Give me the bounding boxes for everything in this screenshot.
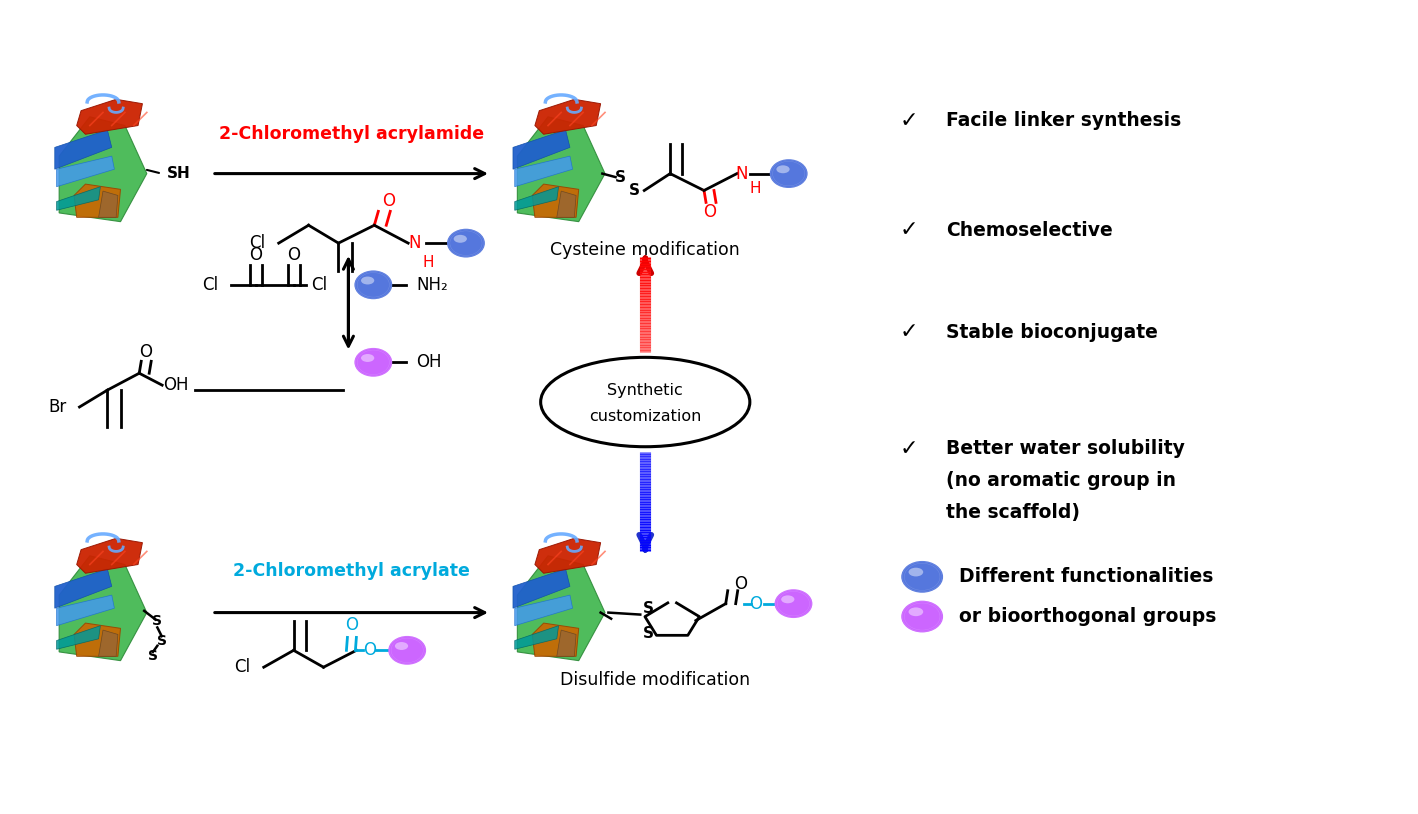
Polygon shape: [99, 630, 118, 656]
Text: Cysteine modification: Cysteine modification: [550, 241, 740, 259]
Text: 2-Chloromethyl acrylamide: 2-Chloromethyl acrylamide: [218, 125, 484, 143]
Text: the scaffold): the scaffold): [946, 503, 1081, 522]
Text: S: S: [642, 601, 654, 615]
Polygon shape: [77, 99, 142, 134]
Ellipse shape: [777, 165, 790, 173]
Polygon shape: [74, 184, 121, 217]
Polygon shape: [518, 556, 605, 661]
Polygon shape: [55, 130, 112, 169]
Text: or bioorthogonal groups: or bioorthogonal groups: [959, 607, 1217, 626]
Text: Cl: Cl: [312, 276, 328, 294]
Text: S: S: [642, 625, 654, 641]
Text: H: H: [749, 181, 760, 196]
Polygon shape: [515, 626, 559, 650]
Text: Br: Br: [48, 398, 67, 416]
Ellipse shape: [447, 229, 485, 257]
Text: O: O: [286, 246, 301, 264]
Ellipse shape: [909, 567, 923, 576]
Ellipse shape: [770, 160, 808, 188]
Polygon shape: [513, 569, 570, 608]
Text: (no aromatic group in: (no aromatic group in: [946, 471, 1176, 490]
Polygon shape: [57, 595, 115, 626]
Text: S: S: [152, 615, 162, 628]
Polygon shape: [518, 116, 605, 221]
Text: customization: customization: [588, 409, 702, 424]
Ellipse shape: [540, 357, 750, 447]
Ellipse shape: [362, 277, 374, 284]
Text: Stable bioconjugate: Stable bioconjugate: [946, 323, 1159, 342]
Text: N: N: [408, 234, 420, 252]
Text: Facile linker synthesis: Facile linker synthesis: [946, 112, 1181, 130]
Text: O: O: [139, 344, 152, 361]
Polygon shape: [532, 623, 579, 656]
Ellipse shape: [362, 354, 374, 362]
Text: N: N: [736, 164, 749, 182]
Polygon shape: [535, 99, 601, 134]
Ellipse shape: [354, 270, 393, 300]
Ellipse shape: [389, 636, 427, 665]
Polygon shape: [60, 556, 147, 661]
Text: S: S: [614, 169, 625, 185]
Polygon shape: [557, 630, 576, 656]
Polygon shape: [57, 626, 101, 650]
Ellipse shape: [902, 561, 943, 593]
Text: O: O: [381, 192, 394, 210]
Text: Cl: Cl: [234, 659, 250, 676]
Polygon shape: [532, 184, 579, 217]
Text: O: O: [703, 204, 716, 221]
Text: O: O: [250, 246, 262, 264]
Ellipse shape: [394, 642, 408, 650]
Text: Cl: Cl: [201, 276, 218, 294]
Text: S: S: [628, 183, 640, 198]
Text: SH: SH: [167, 166, 191, 181]
Text: NH₂: NH₂: [415, 276, 448, 294]
Ellipse shape: [781, 595, 794, 603]
Text: 2-Chloromethyl acrylate: 2-Chloromethyl acrylate: [233, 562, 469, 580]
Text: ✓: ✓: [899, 111, 917, 131]
Polygon shape: [57, 156, 115, 186]
Text: OH: OH: [415, 353, 441, 371]
Text: O: O: [735, 575, 747, 593]
Polygon shape: [535, 538, 601, 573]
Ellipse shape: [909, 607, 923, 616]
Ellipse shape: [902, 601, 943, 632]
Polygon shape: [515, 595, 573, 626]
Ellipse shape: [774, 589, 813, 618]
Text: ✓: ✓: [899, 322, 917, 343]
Text: S: S: [157, 633, 167, 648]
Text: OH: OH: [163, 376, 189, 394]
Text: ✓: ✓: [899, 221, 917, 240]
Polygon shape: [515, 186, 559, 210]
Text: H: H: [423, 256, 434, 270]
Ellipse shape: [454, 235, 467, 243]
Polygon shape: [60, 116, 147, 221]
Polygon shape: [557, 191, 576, 217]
Ellipse shape: [354, 348, 393, 377]
Polygon shape: [99, 191, 118, 217]
Polygon shape: [57, 186, 101, 210]
Text: Different functionalities: Different functionalities: [959, 567, 1214, 586]
Polygon shape: [55, 569, 112, 608]
Text: O: O: [363, 641, 376, 659]
Polygon shape: [513, 130, 570, 169]
Polygon shape: [74, 623, 121, 656]
Text: O: O: [749, 595, 761, 613]
Text: Chemoselective: Chemoselective: [946, 221, 1113, 239]
Text: O: O: [345, 616, 357, 634]
Polygon shape: [77, 538, 142, 573]
Text: Better water solubility: Better water solubility: [946, 440, 1185, 458]
Text: ✓: ✓: [899, 439, 917, 459]
Text: Disulfide modification: Disulfide modification: [560, 671, 750, 689]
Text: Cl: Cl: [248, 234, 265, 252]
Polygon shape: [515, 156, 573, 186]
Text: S: S: [147, 650, 157, 663]
Text: Synthetic: Synthetic: [607, 383, 683, 397]
